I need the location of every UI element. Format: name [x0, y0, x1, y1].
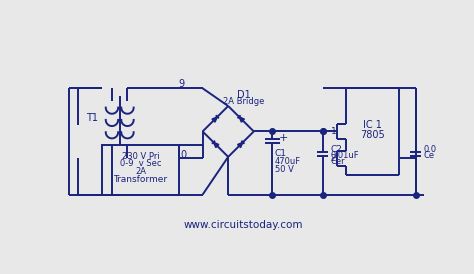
Text: 9: 9 [179, 79, 185, 89]
Text: 0-9  v Sec: 0-9 v Sec [120, 159, 161, 168]
Text: 2A: 2A [135, 167, 146, 176]
Text: 0.0: 0.0 [423, 145, 437, 154]
Text: 1: 1 [331, 127, 337, 136]
Text: 50 V: 50 V [275, 165, 293, 174]
Polygon shape [239, 117, 245, 122]
Text: 0.01uF: 0.01uF [330, 151, 359, 160]
Text: 0: 0 [180, 150, 186, 159]
Text: 2: 2 [331, 154, 337, 163]
Text: C1: C1 [275, 149, 287, 158]
Text: 2A Bridge: 2A Bridge [223, 97, 264, 106]
Text: 230 V Pri: 230 V Pri [122, 152, 159, 161]
Text: Transformer: Transformer [114, 175, 168, 184]
Polygon shape [237, 142, 243, 148]
Bar [102, 144, 179, 195]
Text: 7805: 7805 [360, 130, 385, 139]
Polygon shape [213, 142, 219, 148]
Text: Ce: Ce [423, 151, 435, 160]
Text: T1: T1 [86, 113, 98, 122]
Text: IC 1: IC 1 [363, 120, 382, 130]
Text: Cer: Cer [330, 157, 345, 166]
Text: www.circuitstoday.com: www.circuitstoday.com [183, 220, 303, 230]
Text: 470uF: 470uF [275, 157, 301, 166]
Text: +: + [279, 133, 288, 142]
Text: C2: C2 [330, 145, 342, 154]
Polygon shape [212, 117, 218, 122]
Text: D1: D1 [237, 90, 251, 100]
